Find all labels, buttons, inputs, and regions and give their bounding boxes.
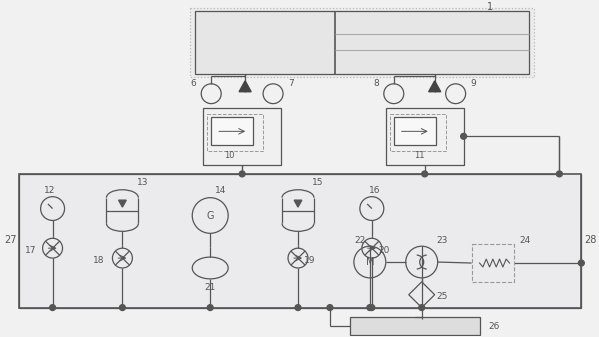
Text: G: G xyxy=(207,211,214,220)
Bar xyxy=(195,10,530,74)
Text: 28: 28 xyxy=(584,235,597,245)
Circle shape xyxy=(239,171,245,177)
Bar xyxy=(190,7,534,77)
Text: 24: 24 xyxy=(520,236,531,245)
Bar xyxy=(207,114,263,151)
Bar xyxy=(471,244,513,282)
Text: 25: 25 xyxy=(436,292,447,301)
Text: 21: 21 xyxy=(204,283,216,292)
Text: M: M xyxy=(365,257,374,267)
Circle shape xyxy=(422,171,428,177)
Text: 26: 26 xyxy=(488,322,499,331)
Text: 7: 7 xyxy=(288,79,294,88)
Circle shape xyxy=(50,305,56,311)
Circle shape xyxy=(207,305,213,311)
Circle shape xyxy=(369,305,375,311)
Text: 18: 18 xyxy=(93,255,104,265)
Text: 14: 14 xyxy=(214,186,226,195)
Circle shape xyxy=(579,260,585,266)
Bar xyxy=(19,174,582,308)
Polygon shape xyxy=(294,200,302,207)
Circle shape xyxy=(419,305,425,311)
Bar xyxy=(203,108,281,165)
Text: 8: 8 xyxy=(373,79,379,88)
Text: 11: 11 xyxy=(415,151,425,160)
Text: 27: 27 xyxy=(4,235,17,245)
Text: 23: 23 xyxy=(436,236,447,245)
Circle shape xyxy=(461,133,467,139)
Text: 10: 10 xyxy=(224,151,234,160)
Text: 13: 13 xyxy=(137,178,148,187)
Polygon shape xyxy=(429,81,441,92)
Text: 20: 20 xyxy=(378,246,389,255)
Polygon shape xyxy=(119,200,126,207)
Bar xyxy=(350,317,480,335)
Text: 16: 16 xyxy=(369,186,380,195)
Text: 19: 19 xyxy=(304,255,316,265)
Text: 22: 22 xyxy=(354,236,365,245)
Circle shape xyxy=(556,171,562,177)
Bar xyxy=(394,118,435,145)
Bar xyxy=(211,118,253,145)
Text: 17: 17 xyxy=(25,246,37,255)
Circle shape xyxy=(295,305,301,311)
Text: 15: 15 xyxy=(312,178,323,187)
Circle shape xyxy=(367,305,373,311)
Bar xyxy=(386,108,464,165)
Text: 1: 1 xyxy=(486,2,492,11)
Text: 9: 9 xyxy=(471,79,476,88)
Polygon shape xyxy=(239,81,251,92)
Circle shape xyxy=(327,305,333,311)
Text: 6: 6 xyxy=(190,79,196,88)
Circle shape xyxy=(119,305,125,311)
Text: 12: 12 xyxy=(44,186,55,195)
Bar xyxy=(390,114,446,151)
